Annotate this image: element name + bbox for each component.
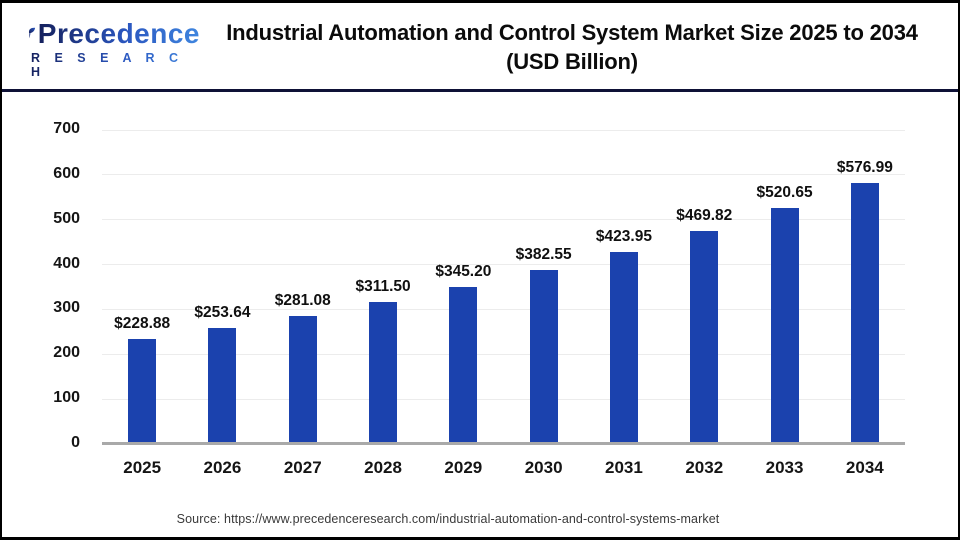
gridline (102, 353, 905, 355)
logo-brand-row: Precedence (28, 16, 200, 50)
gridline (102, 174, 905, 176)
chart-title: Industrial Automation and Control System… (200, 18, 944, 76)
y-tick-label: 0 (71, 434, 80, 451)
logo-research-text: R E S E A R C H (28, 51, 200, 79)
plot-area: $228.88 2025 $253.64 2026 $281.08 2027 $311.50… (102, 129, 905, 477)
bar-value-label: $469.82 (676, 207, 733, 225)
bar-value-label: $253.64 (194, 304, 251, 322)
y-tick-label: 100 (53, 389, 80, 407)
x-axis-label: 2028 (364, 458, 402, 477)
y-tick-label: 500 (53, 209, 80, 227)
header-divider (2, 89, 958, 92)
bar-value-label: $228.88 (114, 315, 171, 333)
x-axis-label: 2029 (444, 458, 483, 477)
bar-value-label: $345.20 (435, 263, 492, 281)
x-axis-baseline (102, 442, 905, 445)
y-tick-label: 600 (53, 164, 80, 182)
gridline (102, 398, 905, 400)
x-axis-label: 2031 (605, 458, 643, 477)
source-citation: Source: https://www.precedenceresearch.c… (176, 512, 720, 526)
header: Precedence R E S E A R C H Industrial Au… (2, 3, 958, 89)
bar-value-label: $423.95 (595, 227, 652, 245)
chart-title-line1: Industrial Automation and Control System… (226, 20, 918, 45)
x-axis-label: 2034 (845, 458, 884, 477)
leaf-icon (28, 27, 36, 38)
chart-title-line2: (USD Billion) (506, 49, 638, 74)
y-tick-label: 300 (53, 299, 80, 317)
y-tick-label: 200 (53, 344, 80, 362)
precedence-logo: Precedence R E S E A R C H (28, 16, 200, 79)
gridline (102, 308, 905, 310)
bar (690, 231, 719, 442)
bar-value-label: $311.50 (355, 278, 411, 296)
bar-value-label: $281.08 (274, 291, 331, 309)
x-axis-label: 2026 (203, 458, 242, 477)
bar (369, 302, 398, 442)
gridline (102, 129, 905, 131)
x-axis-label: 2032 (685, 458, 724, 477)
x-axis-label: 2025 (123, 458, 162, 477)
y-tick-label: 400 (53, 254, 80, 272)
bar (770, 208, 799, 442)
bar-chart: 0 100 200 300 400 500 600 700 $228.88 2025 $253.6… (2, 92, 958, 504)
x-axis-label: 2033 (765, 458, 804, 477)
bar-value-label: $520.65 (756, 184, 813, 202)
gridline (102, 264, 905, 266)
gridline (102, 219, 905, 221)
bar-value-label: $576.99 (836, 159, 893, 177)
x-axis-label: 2027 (283, 458, 322, 477)
bar (609, 251, 638, 442)
bar (288, 315, 317, 442)
bar (449, 287, 478, 442)
bar-value-label: $382.55 (515, 246, 572, 264)
y-axis: 0 100 200 300 400 500 600 700 (2, 120, 90, 460)
bar (128, 339, 157, 442)
bar (208, 328, 237, 442)
y-tick-label: 700 (53, 120, 80, 137)
logo-brand-text: Precedence (37, 17, 200, 49)
bar (850, 183, 879, 442)
x-axis-label: 2030 (524, 458, 563, 477)
bar (529, 270, 558, 442)
